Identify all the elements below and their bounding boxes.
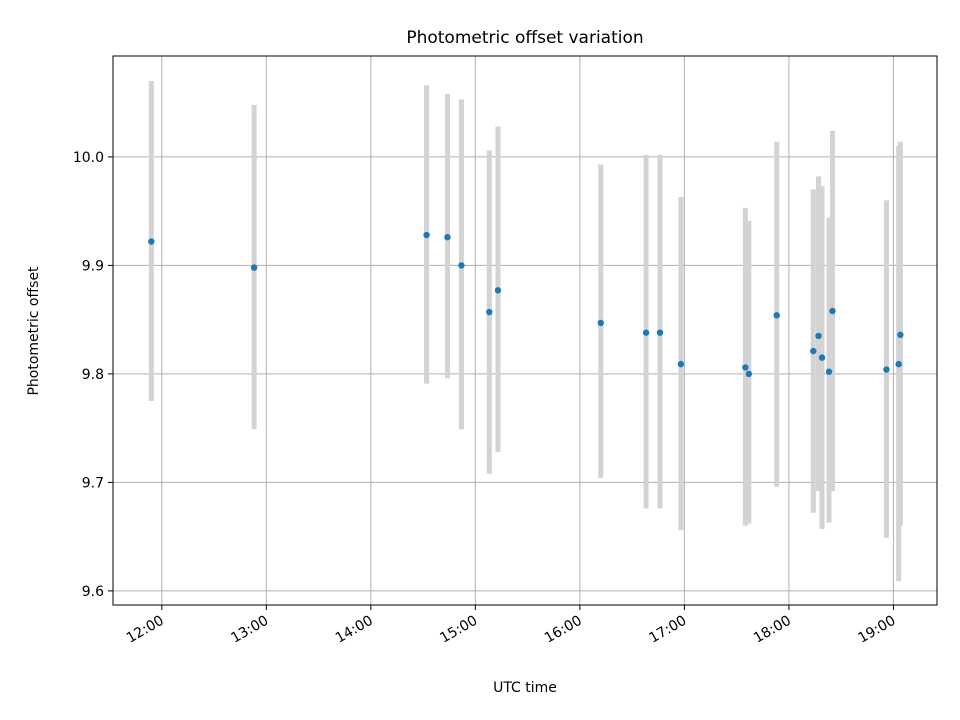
data-point bbox=[250, 264, 258, 271]
data-point bbox=[897, 331, 904, 339]
data-point bbox=[642, 329, 650, 336]
data-point bbox=[895, 360, 902, 368]
grid-lines bbox=[113, 56, 937, 605]
data-point bbox=[825, 368, 833, 375]
data-point bbox=[818, 354, 826, 361]
data-points bbox=[148, 231, 904, 378]
y-tick-label: 9.9 bbox=[82, 258, 104, 274]
data-point bbox=[773, 312, 780, 319]
data-point bbox=[148, 238, 155, 245]
data-point bbox=[486, 308, 493, 316]
y-tick-label: 9.8 bbox=[82, 367, 104, 383]
data-point bbox=[883, 366, 890, 373]
x-axis-label: UTC time bbox=[493, 680, 557, 696]
y-tick-label: 10.0 bbox=[73, 150, 104, 166]
y-tick-label: 9.7 bbox=[82, 475, 104, 491]
chart-title: Photometric offset variation bbox=[406, 28, 643, 48]
plot-frame bbox=[112, 55, 938, 606]
data-point bbox=[597, 319, 604, 327]
data-point bbox=[742, 364, 749, 371]
y-tick-label: 9.6 bbox=[82, 584, 104, 600]
data-point bbox=[444, 233, 451, 241]
data-point bbox=[494, 287, 502, 294]
data-point bbox=[745, 370, 753, 378]
data-point bbox=[677, 360, 685, 368]
data-point bbox=[458, 262, 465, 269]
y-axis-label: Photometric offset bbox=[26, 266, 42, 396]
data-point bbox=[656, 329, 664, 336]
data-point bbox=[423, 231, 430, 239]
data-point bbox=[815, 332, 822, 340]
data-point bbox=[829, 307, 836, 315]
data-point bbox=[810, 347, 817, 355]
